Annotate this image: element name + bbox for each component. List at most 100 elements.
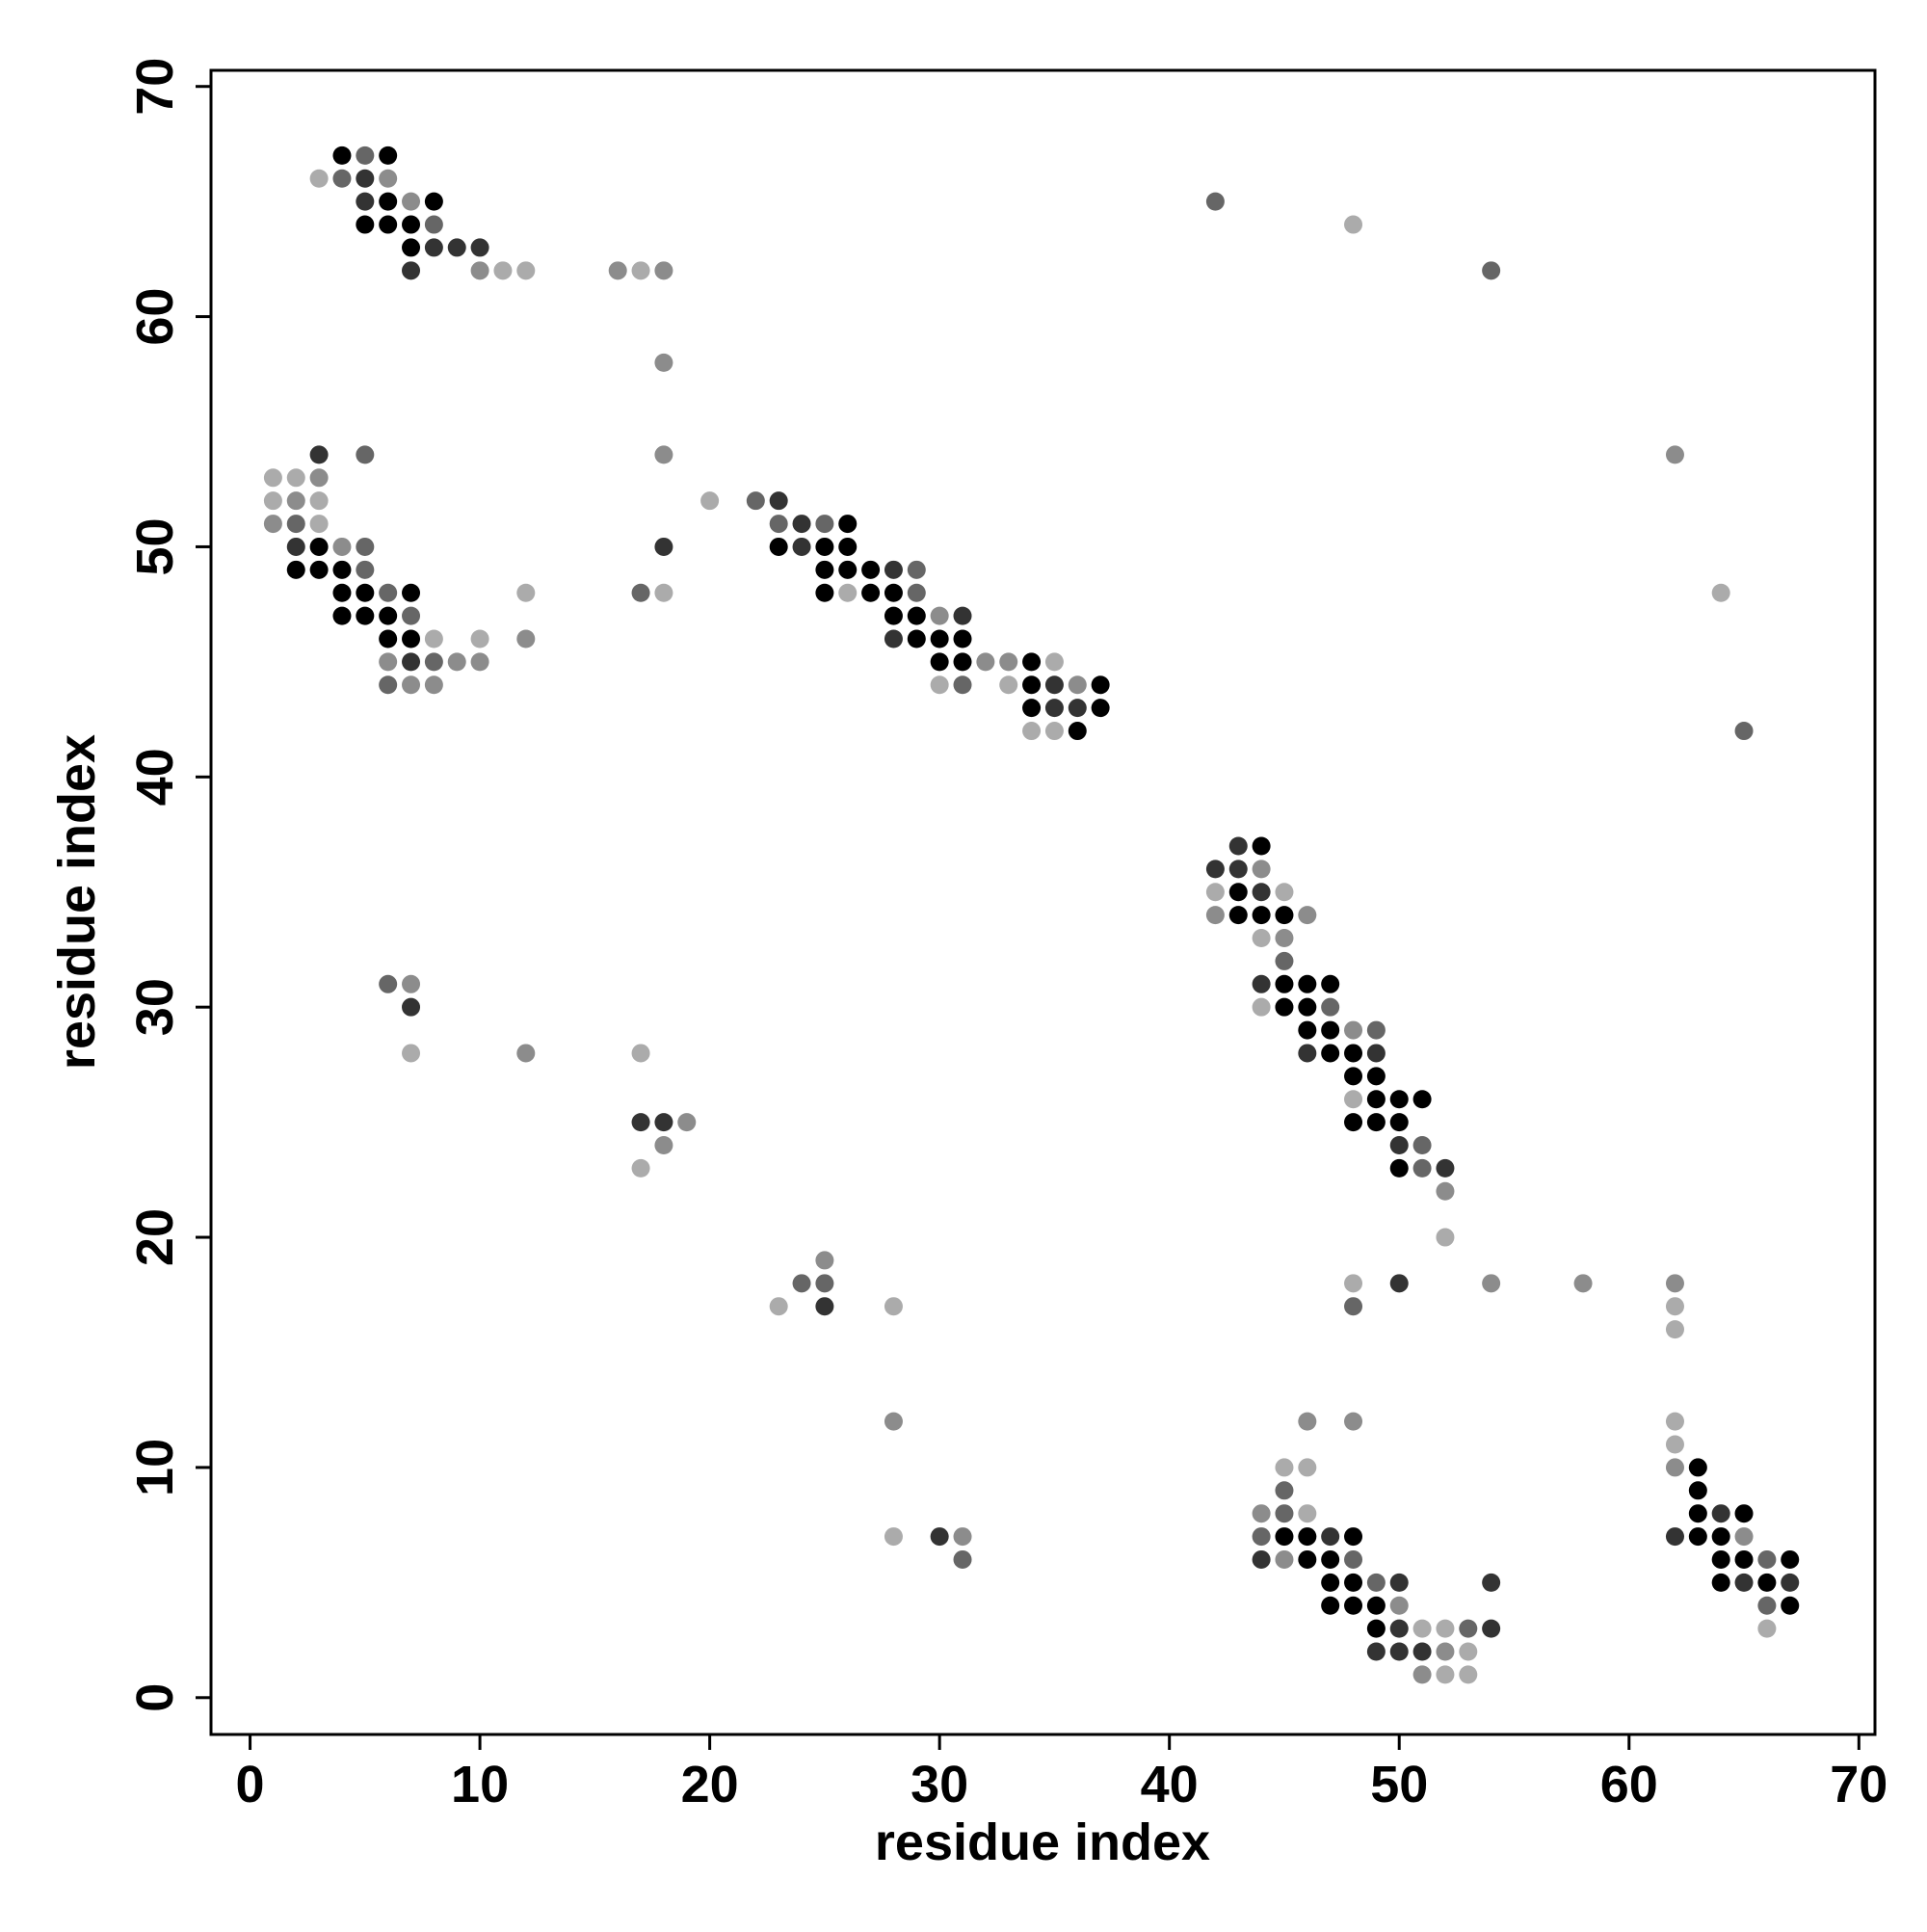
y-tick-label: 20 [126,1208,184,1266]
point [999,675,1018,695]
point [1389,1158,1409,1178]
point [1068,699,1087,718]
point [1436,1181,1455,1201]
point [309,445,329,464]
point [1044,652,1064,672]
point [654,261,673,280]
point [815,560,834,579]
point [493,261,513,280]
point [930,675,949,695]
point [356,215,375,234]
point [1389,1619,1409,1638]
point [1275,1549,1294,1569]
point [470,238,489,257]
point [402,675,421,695]
point [1389,1596,1409,1615]
point [379,146,398,165]
point [1344,1020,1363,1040]
point [953,1527,972,1547]
point [286,491,305,511]
point [402,583,421,602]
point [1044,722,1064,741]
point [379,169,398,188]
point [1366,1067,1386,1086]
point [1252,1549,1271,1569]
point [1044,675,1064,695]
point [769,537,788,556]
point [402,629,421,648]
point [884,1412,903,1431]
point [1734,722,1754,741]
point [654,583,673,602]
point [379,675,398,695]
point [1228,883,1248,902]
point [1436,1228,1455,1247]
point [447,238,466,257]
point [654,445,673,464]
point [516,629,536,648]
point [309,515,329,534]
point [1252,997,1271,1017]
x-tick-label: 50 [1370,1756,1428,1813]
point [769,1297,788,1316]
point [1275,951,1294,970]
point [654,1113,673,1132]
y-tick-label: 10 [126,1439,184,1496]
point [402,974,421,993]
point [1389,1274,1409,1293]
point [1091,699,1110,718]
point [815,583,834,602]
point [1665,445,1684,464]
point [332,560,352,579]
point [1734,1573,1754,1592]
point [1688,1458,1707,1477]
point [309,491,329,511]
point [1665,1458,1684,1477]
point [1412,1136,1432,1155]
point [953,606,972,625]
point [1298,1549,1317,1569]
point [953,675,972,695]
point [263,491,282,511]
point [1436,1665,1455,1684]
point [1344,1090,1363,1109]
y-tick-label: 70 [126,58,184,116]
point [1321,1020,1340,1040]
point [1781,1549,1800,1569]
point [1711,1527,1730,1547]
point [1228,836,1248,856]
point [309,169,329,188]
point [424,238,443,257]
point [930,606,949,625]
point [1459,1642,1478,1661]
point [1757,1596,1777,1615]
point [1412,1665,1432,1684]
point [884,1297,903,1316]
point [1366,1573,1386,1592]
point [1688,1527,1707,1547]
point [516,261,536,280]
point [1022,699,1042,718]
point [907,606,926,625]
point [1344,1549,1363,1569]
point [1275,1504,1294,1523]
x-tick-label: 70 [1830,1756,1887,1813]
point [1252,929,1271,948]
point [1275,997,1294,1017]
point [1757,1549,1777,1569]
point [356,169,375,188]
point [631,583,650,602]
point [1412,1158,1432,1178]
point [1205,883,1225,902]
point [976,652,995,672]
point [1366,1596,1386,1615]
point [1412,1090,1432,1109]
point [286,515,305,534]
point [677,1113,697,1132]
point [332,169,352,188]
point [1436,1619,1455,1638]
point [402,192,421,211]
point [1321,1527,1340,1547]
point [1205,906,1225,925]
x-tick-label: 10 [451,1756,509,1813]
